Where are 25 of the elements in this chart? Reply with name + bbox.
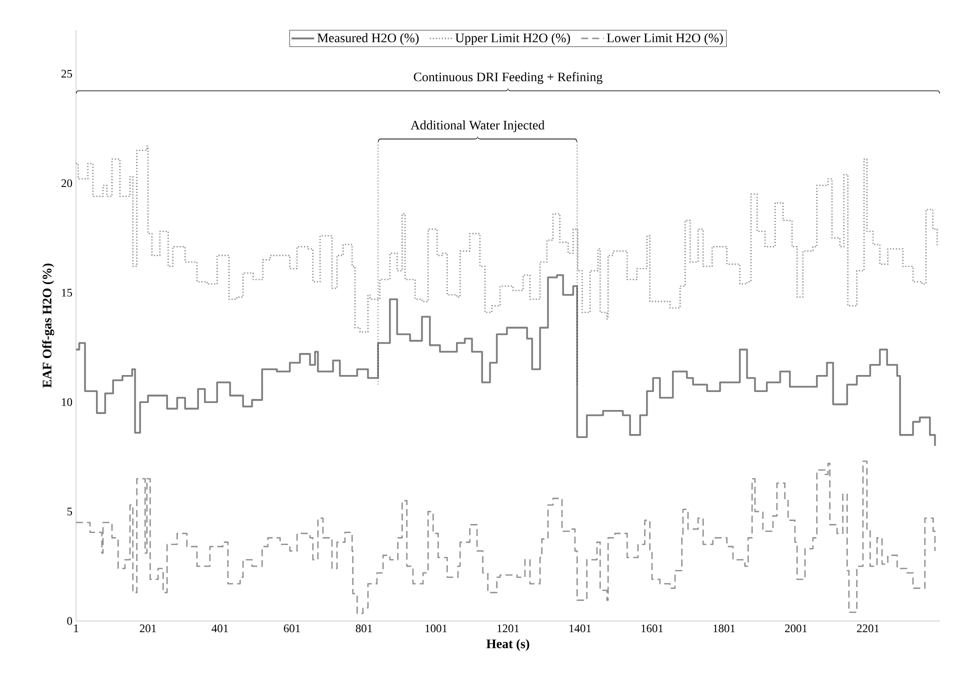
x-tick-label: 401 — [212, 624, 228, 632]
x-tick-label: 1401 — [570, 624, 591, 632]
y-tick-label: 5 — [67, 508, 72, 516]
y-tick-label: 20 — [62, 179, 72, 188]
x-tick-label: 1 — [74, 624, 78, 632]
x-tick-label: 601 — [284, 624, 300, 632]
annotation: Additional Water Injected — [410, 120, 545, 132]
x-axis-title: Heat (s) — [486, 639, 530, 651]
x-tick-label: 201 — [140, 624, 156, 632]
y-tick-label: 0 — [67, 617, 72, 625]
y-tick-label: 25 — [62, 70, 72, 78]
y-tick-label: 15 — [62, 288, 72, 296]
annotation: Continuous DRI Feeding + Refining — [414, 72, 602, 84]
x-tick-label: 2001 — [785, 624, 807, 632]
y-axis-title: EAF Off-gas H2O (%) — [42, 264, 54, 388]
legend-label: Measured H2O (%) — [317, 33, 419, 45]
legend-label: Upper Limit H2O (%) — [455, 33, 570, 45]
x-tick-label: 1001 — [426, 624, 447, 632]
x-tick-label: 2201 — [857, 624, 879, 632]
x-tick-label: 1601 — [642, 624, 663, 632]
x-tick-label: 1201 — [498, 624, 519, 632]
y-tick-label: 10 — [62, 398, 72, 406]
legend-label: Lower Limit H2O (%) — [606, 33, 723, 45]
x-tick-label: 1801 — [714, 624, 735, 632]
x-tick-label: 801 — [356, 624, 372, 632]
